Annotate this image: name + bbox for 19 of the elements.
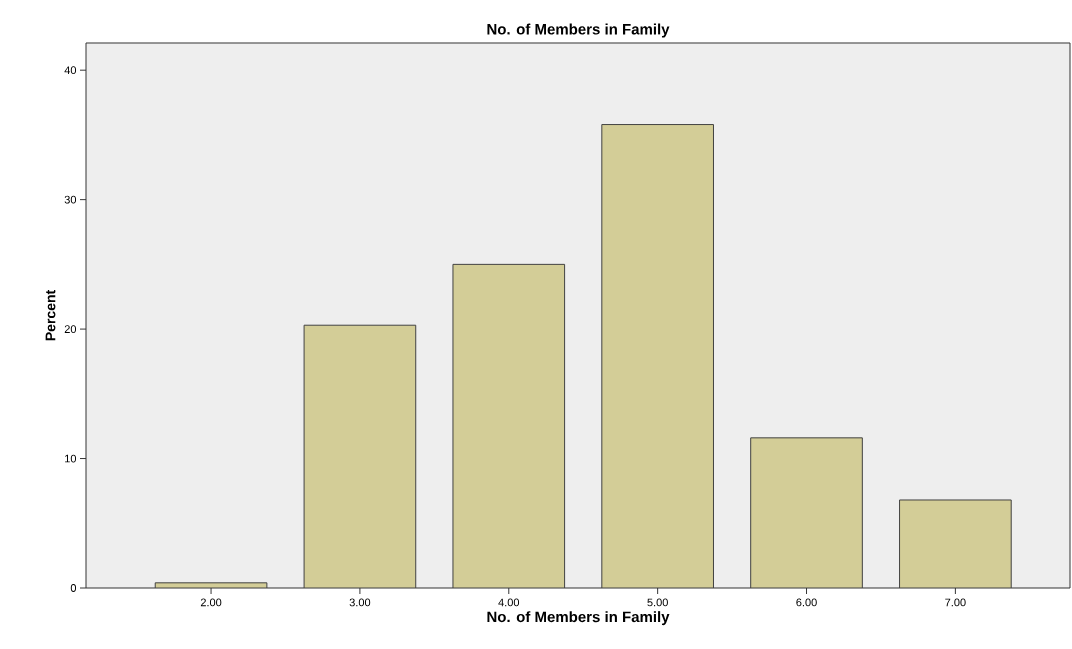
- y-tick-label: 0: [70, 584, 77, 592]
- bar: [750, 437, 863, 588]
- x-tick-label: 2.00: [200, 598, 222, 607]
- x-tick-label: 3.00: [349, 598, 371, 607]
- x-tick-label: 6.00: [796, 598, 817, 607]
- bar: [601, 124, 714, 588]
- x-tick-label: 5.00: [647, 598, 668, 607]
- y-tick-label: 20: [64, 325, 77, 333]
- x-tick-label: 7.00: [945, 598, 966, 607]
- y-tick-label: 40: [64, 66, 77, 75]
- bar: [452, 263, 566, 588]
- y-tick-label: 10: [65, 454, 77, 463]
- y-tick-label: 30: [64, 195, 77, 204]
- y-axis-title: Percent: [45, 290, 56, 341]
- bar: [303, 324, 417, 588]
- chart-title: No. of Members in Family: [487, 23, 670, 38]
- x-axis-title: No. of Members in Family: [487, 611, 670, 626]
- bar: [899, 499, 1012, 588]
- x-tick-label: 4.00: [498, 598, 520, 607]
